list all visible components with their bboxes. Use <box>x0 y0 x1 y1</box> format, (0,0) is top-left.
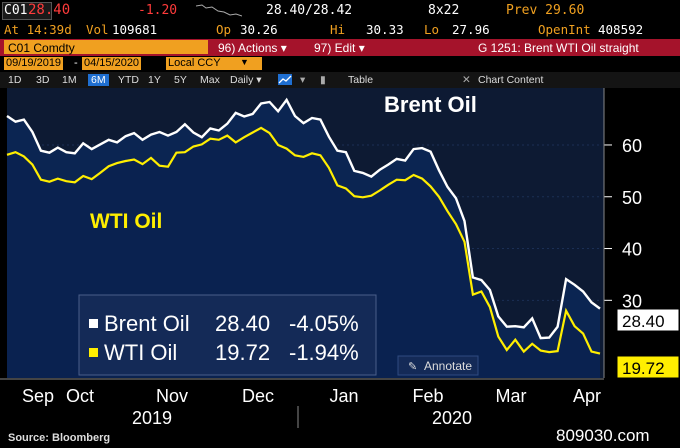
prev-close: Prev 29.60 <box>506 3 585 18</box>
actions-menu[interactable]: 96) Actions ▾ <box>218 41 287 55</box>
table-button[interactable]: Table <box>348 74 374 86</box>
period-max[interactable]: Max <box>200 74 220 86</box>
volume-label: Vol <box>86 22 109 37</box>
brent-title: Brent Oil <box>384 92 477 117</box>
legend-wti-swatch <box>89 348 98 357</box>
date-range-row: 09/19/2019 - 04/15/2020 Local CCY ▼ <box>0 56 680 72</box>
open-label: Op <box>216 22 232 37</box>
x-month-label: Sep <box>22 386 54 406</box>
period-6m[interactable]: 6M <box>88 74 109 86</box>
period-toolbar: 1D 3D 1M 6M YTD 1Y 5Y Max Daily ▾ ▾ ▮ Ta… <box>0 72 680 88</box>
date-separator: - <box>74 57 78 69</box>
end-date-field[interactable]: 04/15/2020 <box>82 57 142 70</box>
edit-menu[interactable]: 97) Edit ▾ <box>314 41 365 55</box>
period-1d[interactable]: 1D <box>8 74 22 86</box>
legend-wti-change: -1.94% <box>289 340 359 365</box>
period-1y[interactable]: 1Y <box>148 74 161 86</box>
wti-last-tag-text: 19.72 <box>622 359 665 378</box>
x-year-label: 2019 <box>132 408 172 428</box>
bid-ask-size: 8x22 <box>428 3 460 18</box>
open-interest-label: OpenInt <box>538 22 591 37</box>
legend-wti-name: WTI Oil <box>104 340 177 365</box>
wti-last-tag-bg <box>616 355 680 379</box>
x-axis: Sep Oct Nov Dec Jan Feb Mar Apr 2019 2020 <box>0 378 604 428</box>
low-value: 27.96 <box>452 22 490 37</box>
period-3d[interactable]: 3D <box>36 74 50 86</box>
frequency-select[interactable]: Daily ▾ <box>230 74 262 86</box>
legend-brent-last: 28.40 <box>215 311 270 336</box>
x-month-label: Jan <box>329 386 358 406</box>
brent-line <box>6 97 601 340</box>
open-value: 30.26 <box>240 22 278 37</box>
legend-wti-last: 19.72 <box>215 340 270 365</box>
y-tick-label: 60 <box>622 136 642 156</box>
price-chart[interactable]: 30 40 50 60 Sep Oct Nov Dec Jan Feb Mar Apr 2019 202… <box>0 88 680 432</box>
y-tick-label: 50 <box>622 188 642 208</box>
chart-type-dropdown-icon[interactable]: ▾ <box>300 74 306 86</box>
x-month-label: Nov <box>156 386 188 406</box>
period-5y[interactable]: 5Y <box>174 74 187 86</box>
line-chart-icon[interactable] <box>278 74 292 85</box>
wti-title: WTI Oil <box>90 210 162 233</box>
annotate-button-bg[interactable] <box>397 355 479 376</box>
source-note: Source: Bloomberg <box>8 432 111 444</box>
open-interest-value: 408592 <box>598 22 644 37</box>
x-month-label: Oct <box>66 386 94 406</box>
high-label: Hi <box>330 22 346 37</box>
page-title: G 1251: Brent WTI Oil straight <box>478 41 639 55</box>
period-1m[interactable]: 1M <box>62 74 77 86</box>
sparkline-icon <box>196 4 242 17</box>
y-tick-label: 40 <box>622 240 642 260</box>
y-axis: 30 40 50 60 <box>603 88 642 378</box>
x-month-label: Dec <box>242 386 274 406</box>
legend-brent-name: Brent Oil <box>104 311 190 336</box>
currency-select[interactable]: Local CCY <box>166 57 262 70</box>
brent-last-tag: 28.40 <box>616 308 680 332</box>
quote-time: At 14:39d <box>4 22 72 37</box>
legend-brent-swatch <box>89 319 98 328</box>
period-ytd[interactable]: YTD <box>118 74 139 86</box>
security-field[interactable] <box>4 40 208 54</box>
x-year-label: 2020 <box>432 408 472 428</box>
bid-ask: 28.40/28.42 <box>266 3 353 18</box>
wti-line <box>6 126 601 355</box>
wti-last-tag: 19.72 <box>616 355 680 379</box>
ticker-symbol: C01 <box>4 3 28 18</box>
quote-stats-row: At 14:39d Vol 109681 Op 30.26 Hi 30.33 L… <box>0 20 680 38</box>
legend-box <box>78 294 377 376</box>
last-price: 28.40 <box>28 2 71 18</box>
x-month-label: Mar <box>496 386 527 406</box>
brent-last-tag-text: 28.40 <box>622 312 665 331</box>
chevron-down-icon: ▼ <box>240 57 249 67</box>
pencil-icon: ✎ <box>408 361 417 373</box>
annotate-label: Annotate <box>424 359 472 373</box>
ticker-field[interactable] <box>2 2 52 20</box>
price-change: -1.20 <box>138 3 178 18</box>
x-month-label: Feb <box>412 386 443 406</box>
security-name: C01 Comdty <box>8 41 75 55</box>
volume-value: 109681 <box>112 22 158 37</box>
y-tick-label: 30 <box>622 291 642 311</box>
ticker-header-row: C01 28.40 -1.20 28.40/28.42 8x22 Prev 29… <box>0 0 680 20</box>
annotate-button[interactable]: ✎ Annotate <box>397 355 479 376</box>
function-bar: C01 Comdty 96) Actions ▾ 97) Edit ▾ G 12… <box>0 39 680 56</box>
settings-icon[interactable]: ✕ <box>462 74 471 86</box>
low-label: Lo <box>424 22 440 37</box>
watermark: 809030.com <box>556 426 650 445</box>
candle-icon[interactable]: ▮ <box>320 74 326 86</box>
brent-last-tag-bg <box>616 308 680 332</box>
chart-content-button[interactable]: Chart Content <box>478 74 544 86</box>
x-month-label: Apr <box>573 386 601 406</box>
legend-brent-change: -4.05% <box>289 311 359 336</box>
start-date-field[interactable]: 09/19/2019 <box>4 57 64 70</box>
legend: Brent Oil 28.40 -4.05% WTI Oil 19.72 -1.… <box>78 294 377 376</box>
high-value: 30.33 <box>366 22 404 37</box>
